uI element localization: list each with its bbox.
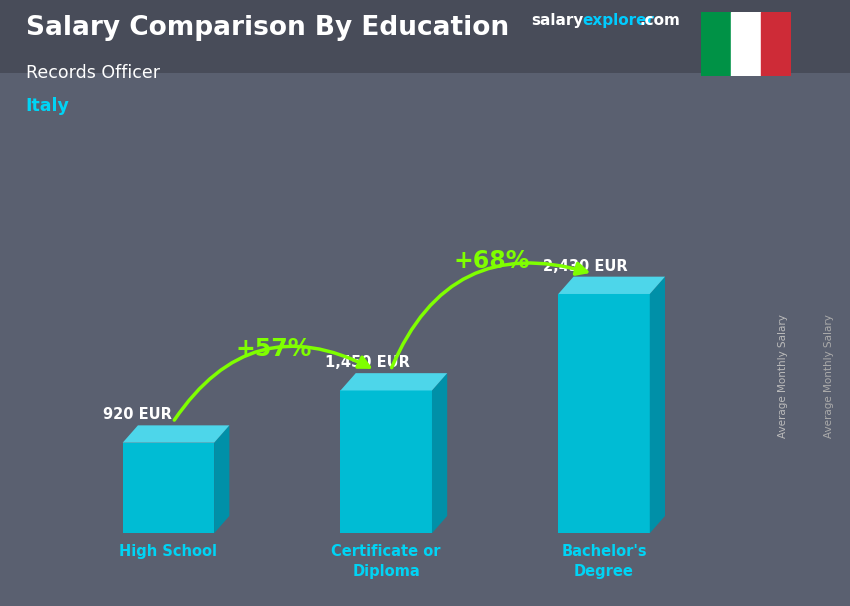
Bar [701, 12, 731, 76]
Polygon shape [214, 425, 230, 533]
Polygon shape [649, 277, 665, 533]
Text: Records Officer: Records Officer [26, 64, 160, 82]
Text: +57%: +57% [235, 337, 312, 361]
Polygon shape [341, 390, 432, 533]
Polygon shape [432, 373, 447, 533]
Text: 2,430 EUR: 2,430 EUR [543, 259, 627, 274]
Text: Italy: Italy [26, 97, 70, 115]
Text: .com: .com [639, 13, 680, 28]
Text: Average Monthly Salary: Average Monthly Salary [824, 314, 834, 438]
Polygon shape [122, 425, 230, 442]
Bar [731, 12, 761, 76]
Polygon shape [558, 277, 665, 294]
Polygon shape [558, 294, 649, 533]
Text: salary: salary [531, 13, 584, 28]
Text: explorer: explorer [582, 13, 654, 28]
Text: 1,450 EUR: 1,450 EUR [326, 355, 410, 370]
Bar [761, 12, 790, 76]
Polygon shape [122, 442, 214, 533]
Polygon shape [341, 373, 447, 390]
Text: +68%: +68% [454, 249, 530, 273]
Text: 920 EUR: 920 EUR [103, 407, 172, 422]
Text: Salary Comparison By Education: Salary Comparison By Education [26, 15, 508, 41]
Text: Average Monthly Salary: Average Monthly Salary [778, 314, 788, 438]
